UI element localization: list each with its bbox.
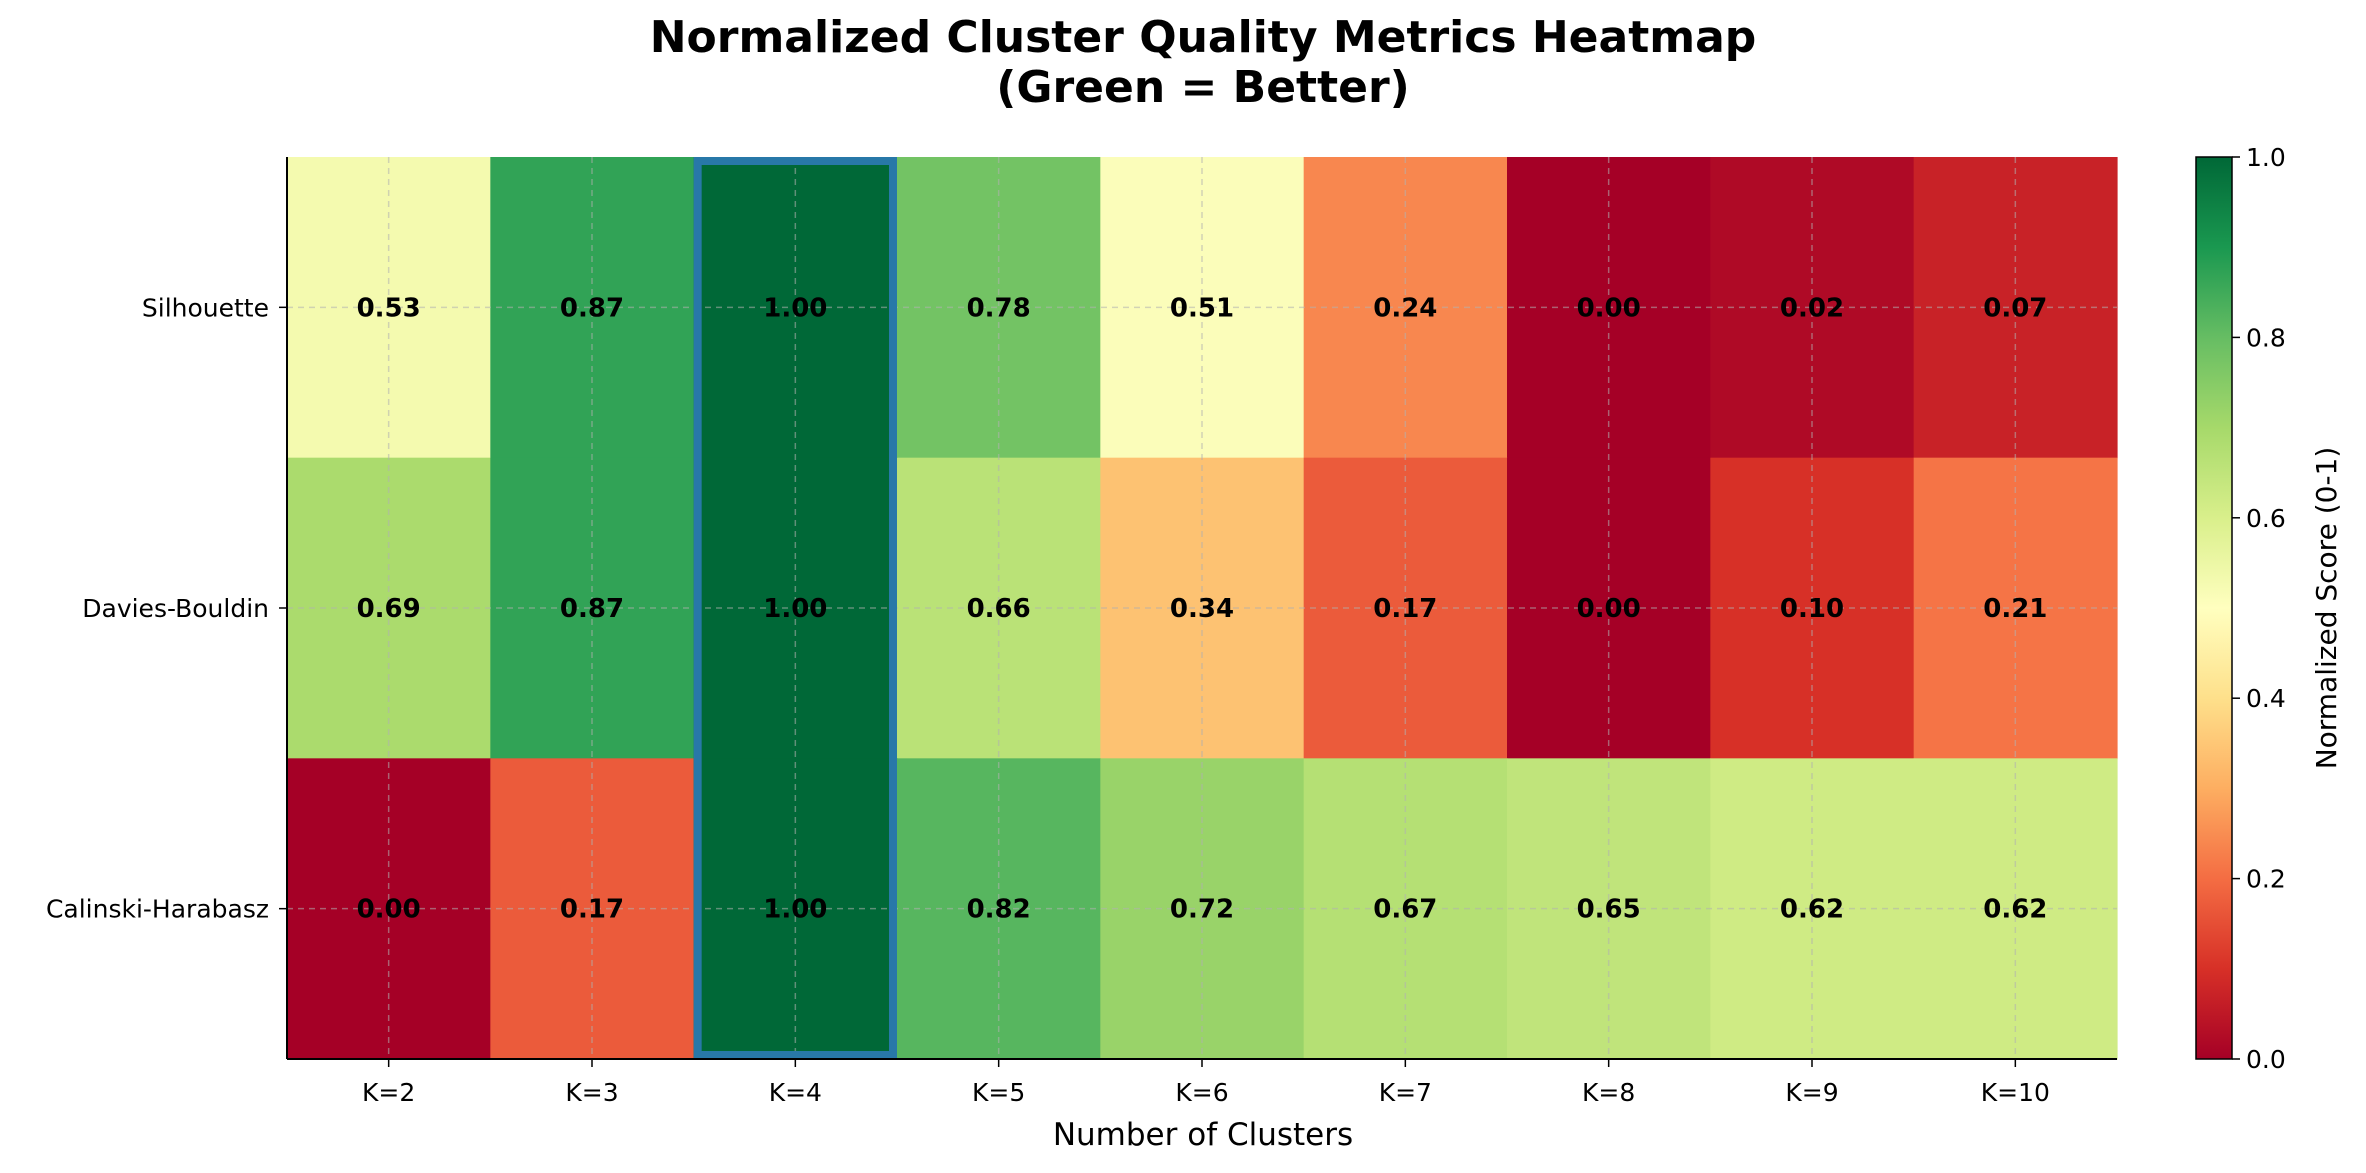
cell-value-label: 0.62 bbox=[1983, 895, 2047, 925]
colorbar-tick-label: 0.8 bbox=[2246, 323, 2286, 352]
chart-title-line2: (Green = Better) bbox=[996, 62, 1410, 113]
cell-value-label: 0.24 bbox=[1373, 293, 1437, 323]
x-axis-label: Number of Clusters bbox=[1053, 1117, 1353, 1153]
x-tick-label: K=6 bbox=[1175, 1078, 1228, 1107]
cell-value-label: 0.67 bbox=[1373, 895, 1437, 925]
y-axis-ticks: Silhouette Davies-Bouldin Calinski-Harabas… bbox=[46, 293, 287, 924]
x-tick-label: K=10 bbox=[1981, 1078, 2050, 1107]
cell-value-label: 0.53 bbox=[357, 293, 421, 323]
x-axis-ticks: K=2 K=3 K=4 K=5 K=6 K=7 K=8 K=9 K=10 bbox=[362, 1059, 2050, 1107]
colorbar-tick-label: 1.0 bbox=[2246, 143, 2286, 172]
x-tick-label: K=2 bbox=[362, 1078, 415, 1107]
cell-value-label: 0.00 bbox=[1577, 594, 1641, 624]
cell-value-label: 1.00 bbox=[763, 293, 827, 323]
x-tick-label: K=5 bbox=[972, 1078, 1025, 1107]
cell-value-label: 0.66 bbox=[967, 594, 1031, 624]
colorbar-tick-label: 0.4 bbox=[2246, 684, 2286, 713]
x-tick-label: K=4 bbox=[769, 1078, 822, 1107]
colorbar-tick-label: 0.6 bbox=[2246, 504, 2286, 533]
cell-value-label: 0.72 bbox=[1170, 895, 1234, 925]
cell-value-label: 0.34 bbox=[1170, 594, 1234, 624]
cell-value-labels: 0.53 0.87 1.00 0.78 0.51 0.24 0.00 0.02 0.07 0.69… bbox=[357, 293, 2048, 924]
x-tick-label: K=7 bbox=[1379, 1078, 1432, 1107]
cell-value-label: 0.78 bbox=[967, 293, 1031, 323]
cell-value-label: 0.17 bbox=[1373, 594, 1437, 624]
cell-value-label: 0.69 bbox=[357, 594, 421, 624]
cell-value-label: 0.82 bbox=[967, 895, 1031, 925]
cell-value-label: 0.17 bbox=[560, 895, 624, 925]
cell-value-label: 0.10 bbox=[1780, 594, 1844, 624]
cell-value-label: 0.00 bbox=[357, 895, 421, 925]
best-column-highlight bbox=[693, 157, 898, 1059]
colorbar-tick-label: 0.2 bbox=[2246, 865, 2286, 894]
colorbar-label: Normalized Score (0-1) bbox=[2310, 447, 2343, 770]
cell-value-label: 0.00 bbox=[1577, 293, 1641, 323]
cell-value-label: 1.00 bbox=[763, 895, 827, 925]
colorbar-gradient bbox=[2195, 156, 2233, 1060]
cell-value-label: 0.07 bbox=[1983, 293, 2047, 323]
cell-value-label: 0.87 bbox=[560, 293, 624, 323]
cell-value-label: 0.21 bbox=[1983, 594, 2047, 624]
heatmap-cell bbox=[490, 157, 695, 459]
cell-value-label: 0.62 bbox=[1780, 895, 1844, 925]
y-tick-label: Silhouette bbox=[142, 293, 269, 322]
grid-lines bbox=[287, 157, 2117, 1059]
cell-value-label: 0.02 bbox=[1780, 293, 1844, 323]
x-tick-label: K=3 bbox=[565, 1078, 618, 1107]
cell-value-label: 1.00 bbox=[763, 594, 827, 624]
y-tick-label: Davies-Bouldin bbox=[82, 594, 269, 623]
x-tick-label: K=8 bbox=[1582, 1078, 1635, 1107]
y-tick-label: Calinski-Harabasz bbox=[46, 895, 269, 924]
cell-value-label: 0.51 bbox=[1170, 293, 1234, 323]
chart-title-line1: Normalized Cluster Quality Metrics Heatm… bbox=[650, 12, 1757, 63]
colorbar-tick-label: 0.0 bbox=[2246, 1045, 2286, 1074]
cell-value-label: 0.65 bbox=[1577, 895, 1641, 925]
cell-value-label: 0.87 bbox=[560, 594, 624, 624]
colorbar: 0.0 0.2 0.4 0.6 0.8 1.0 Normalized Score (0-1) bbox=[2195, 143, 2343, 1074]
x-tick-label: K=9 bbox=[1785, 1078, 1838, 1107]
